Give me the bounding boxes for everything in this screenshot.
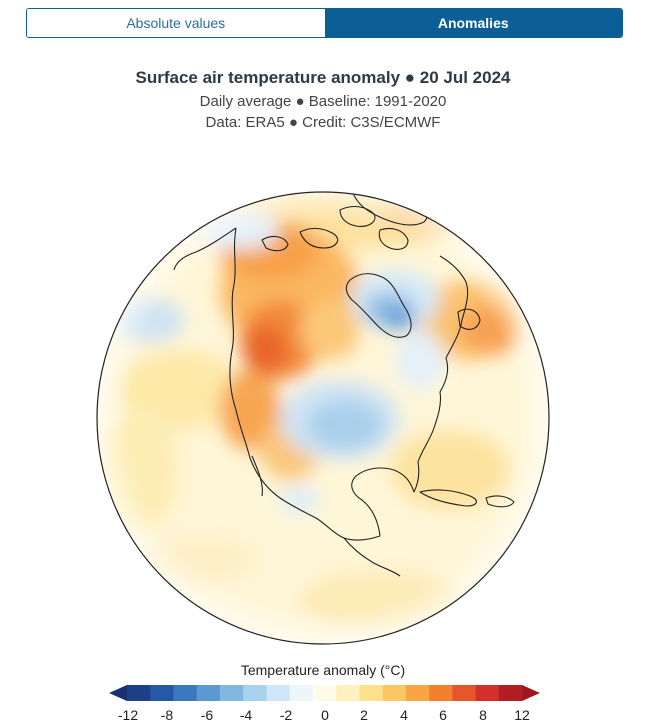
absolute-values-button[interactable]: Absolute values (27, 9, 325, 37)
colorbar-swatch (196, 685, 221, 701)
colorbar-extend-low (109, 685, 127, 701)
colorbar-swatch (405, 685, 430, 701)
map-subtitle-credit: Data: ERA5 ● Credit: C3S/ECMWF (205, 114, 441, 131)
colorbar-swatch (452, 685, 476, 701)
colorbar-swatch (312, 685, 337, 701)
colorbar-tick-label: 8 (479, 707, 487, 723)
colorbar-swatch (359, 685, 383, 701)
colorbar-tick-label: -2 (280, 707, 293, 723)
colorbar-tick-label: 12 (514, 707, 530, 723)
colorbar-tick-label: 4 (400, 707, 408, 723)
colorbar-swatch (336, 685, 360, 701)
colorbar-extend-high (522, 685, 540, 701)
colorbar-swatch (382, 685, 407, 701)
colorbar-swatch (289, 685, 314, 701)
colorbar-title: Temperature anomaly (°C) (240, 662, 406, 678)
map-title: Surface air temperature anomaly ● 20 Jul… (135, 68, 511, 87)
colorbar-tick-label: 0 (321, 707, 329, 723)
colorbar-swatch (475, 685, 500, 701)
colorbar-swatch (173, 685, 198, 701)
colorbar-tick-label: -4 (240, 707, 253, 723)
colorbar-tick-label: 6 (439, 707, 447, 723)
anomalies-button[interactable]: Anomalies (324, 9, 622, 37)
anomaly-field (97, 192, 549, 644)
globe-map (96, 191, 550, 645)
map-subtitle-baseline: Daily average ● Baseline: 1991-2020 (199, 93, 447, 110)
view-toggle: Absolute values Anomalies (26, 8, 623, 38)
globe-outline (96, 191, 550, 645)
colorbar-swatch (219, 685, 244, 701)
colorbar-swatch (429, 685, 453, 701)
colorbar-swatch (266, 685, 290, 701)
colorbar-tick-label: -6 (201, 707, 214, 723)
colorbar-tick-label: 2 (360, 707, 368, 723)
colorbar-swatch (127, 685, 151, 701)
colorbar-swatch (150, 685, 174, 701)
colorbar: -12 -8 -6 -4 -2 0 2 4 6 8 12 (109, 685, 540, 723)
coastlines (173, 192, 515, 577)
colorbar-swatch (498, 685, 523, 701)
colorbar-swatch (243, 685, 267, 701)
colorbar-tick-label: -8 (161, 707, 174, 723)
colorbar-tick-label: -12 (118, 707, 138, 723)
